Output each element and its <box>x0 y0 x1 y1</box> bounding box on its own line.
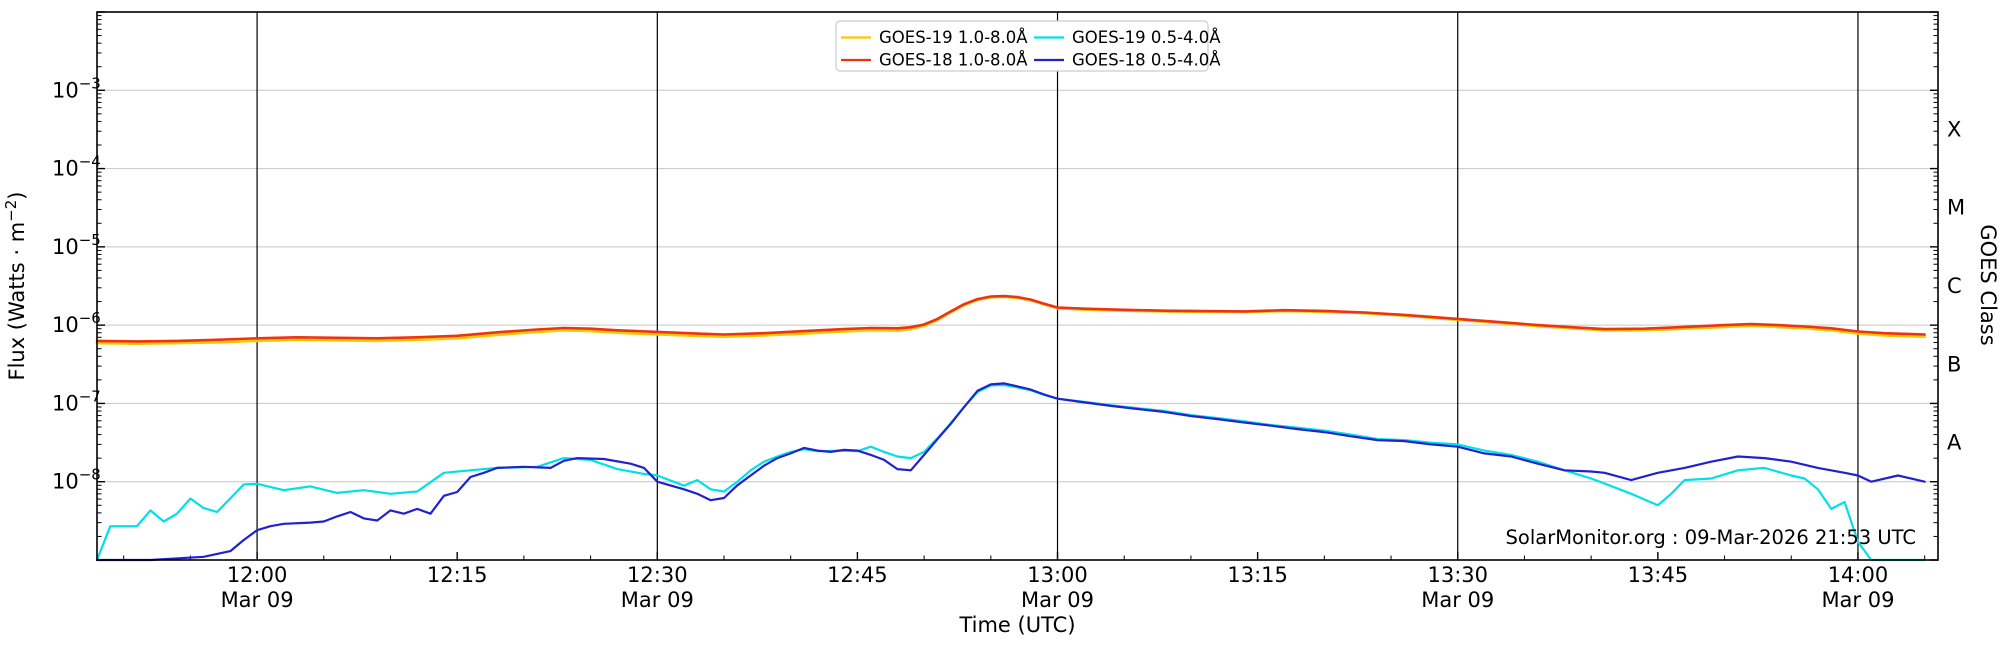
x-tick-date: Mar 09 <box>621 588 694 612</box>
legend-box <box>835 20 1209 72</box>
x-tick-label: 12:15 <box>427 563 488 587</box>
x-tick-label: 13:00 <box>1027 563 1088 587</box>
watermark: SolarMonitor.org : 09-Mar-2026 21:53 UTC <box>1506 526 1916 549</box>
plot-border <box>96 11 1939 561</box>
goes-class-label: C <box>1947 274 1962 298</box>
x-tick-date: Mar 09 <box>1021 588 1094 612</box>
x-tick-label: 14:00 <box>1828 563 1889 587</box>
legend-label: GOES-18 0.5-4.0Å <box>1072 51 1221 70</box>
legend-label: GOES-18 1.0-8.0Å <box>879 51 1028 70</box>
y-axis-title-right: GOES Class <box>1976 224 2000 345</box>
goes-class-label: A <box>1947 431 1962 455</box>
x-tick-label: 13:15 <box>1227 563 1288 587</box>
series-line-goes-18-0-5-4-0 <box>95 382 1926 562</box>
y-tick-label: 10−4 <box>52 153 101 181</box>
x-tick-date: Mar 09 <box>1821 588 1894 612</box>
y-tick-label: 10−8 <box>52 466 101 494</box>
goes-class-label: M <box>1947 196 1965 220</box>
legend-label: GOES-19 0.5-4.0Å <box>1072 28 1221 47</box>
y-tick-label: 10−3 <box>52 74 101 102</box>
x-tick-label: 13:30 <box>1427 563 1488 587</box>
x-tick-label: 13:45 <box>1628 563 1689 587</box>
goes-class-label: X <box>1947 117 1961 141</box>
x-tick-label: 12:45 <box>827 563 888 587</box>
y-tick-label: 10−5 <box>52 231 101 259</box>
goes-class-label: B <box>1947 352 1961 376</box>
x-tick-label: 12:00 <box>227 563 288 587</box>
series-line-goes-18-1-0-8-0 <box>95 294 1926 343</box>
y-axis-title: Flux (Watts · m−2) <box>2 191 29 380</box>
x-axis-title: Time (UTC) <box>958 613 1075 637</box>
x-tick-date: Mar 09 <box>221 588 294 612</box>
x-tick-label: 12:30 <box>627 563 688 587</box>
y-tick-label: 10−7 <box>52 387 101 415</box>
legend-label: GOES-19 1.0-8.0Å <box>879 28 1028 47</box>
y-tick-label: 10−6 <box>52 309 101 337</box>
x-tick-date: Mar 09 <box>1421 588 1494 612</box>
